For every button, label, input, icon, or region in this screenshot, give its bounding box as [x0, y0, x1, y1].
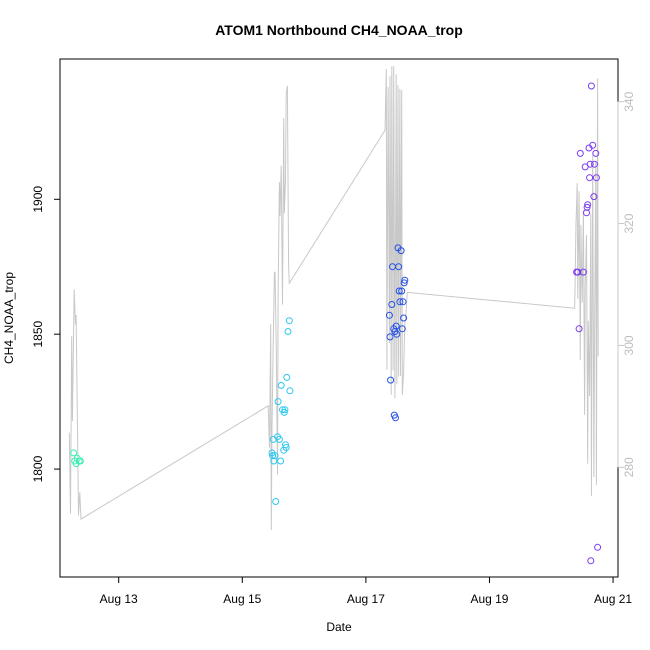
y-axis: 1800 1850 1900 [31, 186, 61, 482]
data-point [576, 149, 584, 157]
data-point [589, 141, 597, 149]
x-axis: Aug 13 Aug 15 Aug 17 Aug 19 Aug 21 [100, 576, 632, 606]
y-tick-label: 1850 [31, 321, 45, 348]
y2-tick-label: 300 [622, 335, 636, 355]
data-point [399, 298, 407, 306]
data-point [592, 149, 600, 157]
data-point [398, 325, 406, 333]
series-4 [573, 82, 602, 565]
data-point [70, 449, 78, 457]
data-point [587, 557, 595, 565]
series-2 [268, 317, 294, 505]
chart-title: ATOM1 Northbound CH4_NOAA_trop [215, 22, 463, 38]
data-point [272, 498, 280, 505]
data-point [392, 322, 400, 330]
x-tick-label: Aug 15 [223, 592, 261, 606]
data-point [590, 193, 598, 201]
data-point [594, 543, 602, 551]
data-point [277, 457, 285, 465]
data-point [284, 328, 292, 335]
data-point [395, 263, 403, 271]
data-point [583, 203, 591, 211]
data-point [397, 247, 405, 255]
y-tick-label: 1800 [31, 455, 45, 482]
y2-axis: 280 300 320 340 [617, 91, 636, 477]
data-point [393, 330, 401, 338]
data-point [401, 276, 409, 284]
data-point [271, 452, 279, 460]
data-point [586, 160, 594, 168]
data-point [591, 160, 598, 168]
y2-tick-label: 280 [622, 457, 636, 477]
data-point [388, 301, 396, 308]
data-point [587, 82, 595, 90]
data-point [396, 298, 404, 306]
data-point [286, 387, 294, 395]
y-tick-label: 1900 [31, 186, 45, 213]
data-point [281, 406, 289, 414]
y2-tick-label: 320 [622, 213, 636, 233]
data-point [76, 457, 84, 465]
data-point [575, 325, 583, 333]
x-tick-label: Aug 17 [347, 592, 385, 606]
data-points-layer [70, 82, 602, 565]
data-point [400, 279, 408, 287]
data-point [282, 444, 290, 451]
data-point [283, 373, 291, 381]
data-point [277, 381, 285, 389]
y-axis-label: CH4_NOAA_trop [2, 272, 16, 364]
data-point [386, 333, 394, 341]
x-tick-label: Aug 13 [100, 592, 138, 606]
data-point [274, 398, 282, 406]
series-1 [70, 449, 84, 468]
series-3 [385, 244, 409, 422]
data-point [285, 317, 293, 325]
data-point [586, 174, 594, 182]
data-point [592, 174, 600, 182]
data-point [579, 268, 587, 276]
data-point [398, 287, 406, 295]
secondary-trace-layer [68, 66, 599, 531]
data-point [583, 209, 590, 217]
y2-tick-label: 340 [622, 91, 636, 111]
data-point [385, 311, 393, 319]
data-point [280, 408, 288, 416]
secondary-trace-line [68, 66, 599, 531]
data-point [282, 441, 289, 449]
data-point [275, 435, 283, 443]
data-point [400, 314, 408, 322]
data-point [584, 201, 592, 209]
x-tick-label: Aug 19 [470, 592, 508, 606]
x-axis-label: Date [326, 620, 352, 634]
data-point [395, 287, 403, 295]
data-point [392, 414, 399, 422]
x-tick-label: Aug 21 [594, 592, 632, 606]
data-point [387, 376, 395, 384]
plot-frame [59, 58, 619, 578]
